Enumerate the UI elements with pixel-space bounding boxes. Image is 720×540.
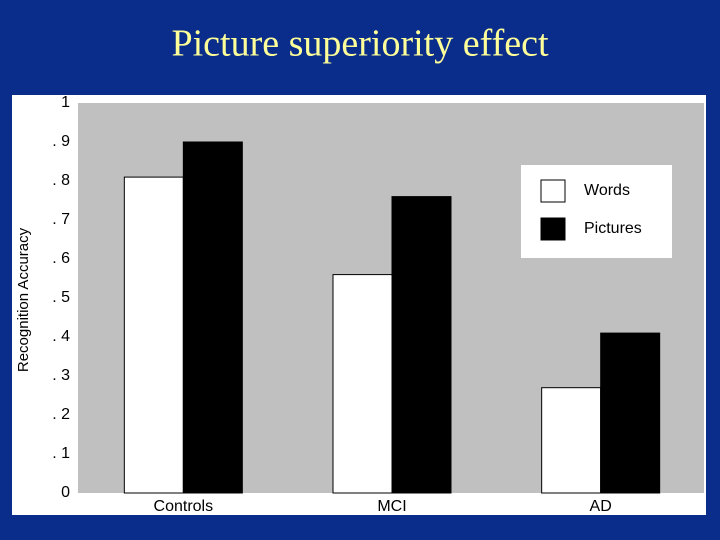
y-tick-label: 1	[61, 94, 70, 111]
y-tick-label: . 4	[52, 328, 70, 345]
y-tick-label: . 1	[52, 445, 70, 462]
y-tick-label: 0	[61, 484, 70, 501]
x-tick-label: AD	[590, 498, 612, 515]
y-tick-label: . 2	[52, 406, 70, 423]
legend-box	[521, 165, 672, 258]
bar	[332, 274, 393, 494]
y-tick-label: . 8	[52, 172, 70, 189]
chart-title: Picture superiority effect	[171, 23, 548, 65]
legend-swatch	[540, 217, 566, 241]
bar	[391, 196, 452, 494]
y-tick-label: . 7	[52, 211, 70, 228]
legend-swatch	[540, 179, 566, 203]
x-tick-label: Controls	[154, 498, 214, 515]
bar	[600, 332, 661, 494]
x-tick-label: MCI	[377, 498, 406, 515]
bar	[182, 141, 243, 494]
y-tick-label: . 6	[52, 250, 70, 267]
bar	[541, 387, 602, 494]
y-tick-label: . 5	[52, 289, 70, 306]
y-tick-label: . 3	[52, 367, 70, 384]
bar	[123, 176, 184, 494]
legend-label: Pictures	[584, 220, 642, 237]
legend-label: Words	[584, 182, 630, 199]
y-tick-label: . 9	[52, 133, 70, 150]
y-axis-label: Recognition Accuracy	[15, 227, 32, 372]
